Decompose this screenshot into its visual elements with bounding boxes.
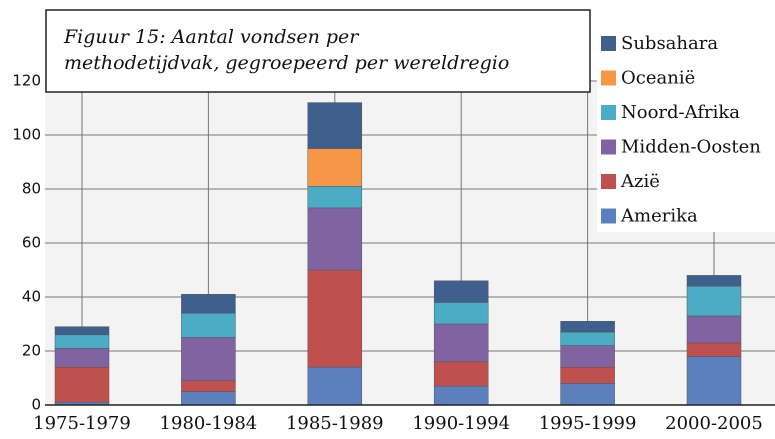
bar-segment: [181, 312, 236, 338]
legend-label: Subsahara: [621, 33, 718, 54]
y-tick-label: 20: [22, 342, 41, 360]
bar-segment: [560, 383, 615, 406]
bar-segment: [54, 334, 110, 349]
x-tick-label: 2000-2005: [665, 413, 763, 434]
legend-swatch: [601, 36, 616, 51]
bar-segment: [54, 348, 110, 368]
legend-label: Oceanië: [621, 68, 695, 89]
y-tick-label: 60: [22, 234, 41, 252]
bar-segment: [686, 275, 742, 287]
bar-segment: [433, 361, 489, 387]
bar-segment: [433, 280, 489, 303]
bar-segment: [181, 391, 236, 406]
bar-segment: [181, 380, 236, 392]
bar-segment: [307, 269, 363, 368]
bar-segment: [433, 323, 489, 363]
y-tick-label: 0: [31, 396, 41, 414]
bar-segment: [307, 148, 363, 187]
bar-segment: [307, 366, 363, 406]
bar-segment: [686, 356, 742, 406]
title-line: methodetijdvak, gegroepeerd per wereldre…: [64, 52, 509, 74]
legend-label: Midden-Oosten: [621, 137, 761, 158]
y-tick-label: 120: [12, 72, 41, 90]
bar-segment: [686, 342, 742, 357]
legend-label: Amerika: [620, 206, 698, 227]
legend-swatch: [601, 70, 616, 86]
x-tick-label: 1985-1989: [286, 413, 384, 434]
legend-swatch: [601, 105, 616, 120]
title-line: Figuur 15: Aantal vondsen per: [63, 26, 364, 48]
bar-segment: [560, 321, 615, 333]
legend-label: Noord-Afrika: [621, 102, 740, 123]
bar-segment: [181, 294, 236, 314]
bar-segment: [307, 207, 363, 271]
x-tick-label: 1975-1979: [33, 413, 131, 434]
title-box: [45, 9, 591, 93]
bar-segment: [560, 366, 615, 384]
legend-label: Azië: [620, 171, 660, 192]
x-tick-label: 1990-1994: [412, 413, 510, 434]
bar-segment: [54, 366, 110, 403]
bar-segment: [686, 285, 742, 317]
legend-swatch: [601, 139, 616, 155]
bar-segment: [433, 385, 489, 406]
chart-title: Figuur 15: Aantal vondsen per methodetij…: [63, 26, 509, 74]
x-tick-label: 1980-1984: [160, 413, 258, 434]
bar-segment: [54, 326, 110, 336]
legend-box: [597, 28, 775, 232]
y-tick-label: 100: [12, 126, 41, 144]
bar-segment: [560, 331, 615, 346]
x-tick-label: 1995-1999: [539, 413, 637, 434]
bar-segment: [181, 337, 236, 381]
legend-swatch: [601, 208, 616, 224]
bar-segment: [307, 186, 363, 209]
y-tick-label: 40: [22, 288, 41, 306]
legend-swatch: [601, 174, 616, 189]
bar-segment: [433, 302, 489, 325]
y-tick-label: 80: [22, 180, 41, 198]
bar-segment: [560, 345, 615, 368]
bar-segment: [686, 315, 742, 344]
bar-segment: [307, 102, 363, 149]
